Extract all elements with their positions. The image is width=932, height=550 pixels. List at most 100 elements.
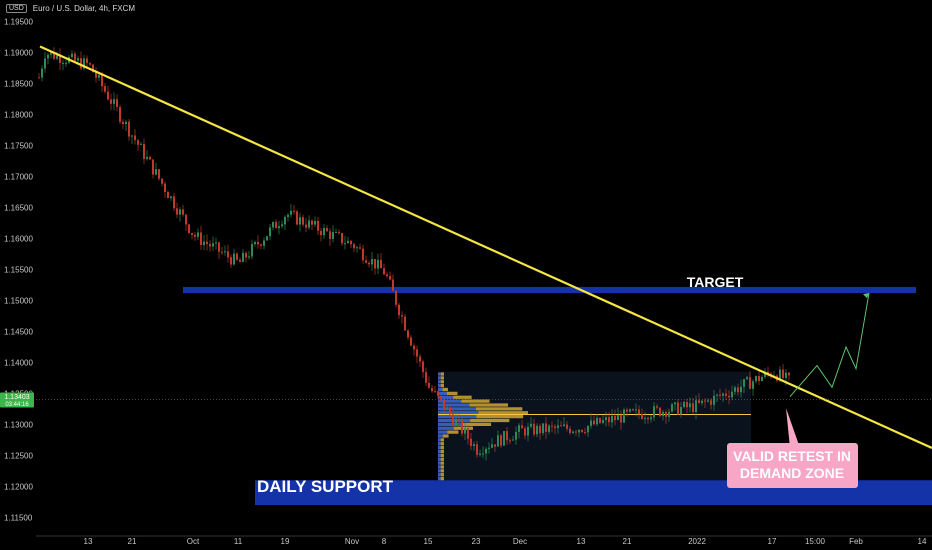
candle-body [677, 402, 679, 415]
candle-body [353, 244, 355, 249]
candle-body [224, 251, 226, 253]
volume-bar-inside [438, 465, 441, 469]
candle-body [512, 439, 514, 441]
candle-body [149, 156, 151, 160]
candle-body [146, 156, 148, 159]
y-tick-label: 1.13000 [4, 420, 33, 429]
candle-body [764, 371, 766, 377]
volume-bar-inside [438, 403, 470, 407]
projection-path [789, 293, 870, 397]
candle-body [476, 444, 478, 455]
candle-body [503, 431, 505, 446]
candle-body [749, 377, 751, 389]
candle-body [767, 371, 769, 374]
x-tick-label: 13 [577, 537, 586, 546]
candle-body [203, 241, 205, 245]
candle-body [665, 411, 667, 417]
candle-body [263, 240, 265, 246]
candle-body [587, 425, 589, 433]
candle-body [122, 121, 124, 125]
candle-body [593, 420, 595, 425]
candle-body [308, 220, 310, 228]
candle-body [104, 86, 106, 92]
x-tick-label: Dec [513, 537, 527, 546]
volume-bar-inside [438, 445, 441, 450]
candle-body [359, 247, 361, 249]
currency-badge[interactable]: USD [6, 4, 27, 13]
candle-body [53, 52, 55, 59]
y-tick-label: 1.11500 [4, 513, 33, 522]
candle-body [563, 424, 565, 427]
volume-bar-outside [442, 387, 448, 392]
volume-bar-inside [438, 372, 441, 376]
volume-bar-outside [440, 457, 444, 461]
candle-body [191, 233, 193, 235]
candle-body [653, 406, 655, 418]
candle-body [719, 394, 721, 396]
volume-bar-outside [440, 376, 444, 380]
candle-body [386, 274, 388, 277]
volume-bar-outside [476, 414, 524, 419]
candle-body [185, 214, 187, 225]
candle-body [779, 369, 781, 381]
candle-body [572, 431, 574, 433]
volume-bar-outside [442, 434, 449, 438]
y-tick-label: 1.15500 [4, 266, 33, 275]
candle-body [443, 399, 445, 410]
candle-body [467, 428, 469, 439]
candle-body [56, 55, 58, 59]
candle-body [620, 415, 622, 423]
candle-body [188, 224, 190, 234]
candle-body [344, 243, 346, 245]
candle-body [638, 409, 640, 415]
candle-body [107, 91, 109, 100]
candle-body [179, 209, 181, 215]
candle-body [302, 217, 304, 225]
y-tick-label: 1.18500 [4, 80, 33, 89]
candle-body [65, 62, 67, 64]
candle-body [275, 222, 277, 229]
candle-body [650, 417, 652, 420]
candle-body [530, 423, 532, 427]
candle-body [326, 228, 328, 232]
candle-body [533, 423, 535, 435]
candle-body [269, 227, 271, 237]
volume-bar-inside [438, 380, 441, 384]
candle-body [332, 232, 334, 240]
callout-box [727, 443, 858, 488]
candle-body [434, 391, 436, 393]
candle-body [515, 431, 517, 440]
candle-body [314, 220, 316, 225]
x-tick-label: 14 [918, 537, 927, 546]
candle-body [137, 140, 139, 145]
volume-bar-outside [440, 453, 444, 457]
candle-body [662, 411, 664, 417]
chart-header: USD Euro / U.S. Dollar, 4h, FXCM [6, 4, 135, 13]
volume-bar-outside [453, 426, 473, 430]
volume-bar-inside [438, 434, 443, 438]
volume-bar-inside [438, 418, 471, 423]
candle-body [233, 253, 235, 265]
x-tick-label: 17 [768, 537, 777, 546]
candle-body [452, 414, 454, 425]
volume-bar-outside [478, 411, 528, 415]
candle-body [422, 361, 424, 373]
candle-body [218, 242, 220, 252]
candle-body [305, 224, 307, 228]
candle-body [212, 243, 214, 247]
candle-body [44, 58, 46, 69]
x-tick-label: Feb [849, 537, 863, 546]
candle-body [695, 400, 697, 413]
candle-body [236, 253, 238, 260]
candle-body [527, 426, 529, 436]
candle-body [686, 401, 688, 408]
candle-body [539, 425, 541, 434]
target-label: TARGET [687, 274, 744, 290]
candle-body [356, 247, 358, 249]
candle-body [245, 252, 247, 258]
candle-body [623, 409, 625, 423]
candle-body [449, 407, 451, 415]
candle-body [683, 401, 685, 408]
candle-body [116, 99, 118, 108]
